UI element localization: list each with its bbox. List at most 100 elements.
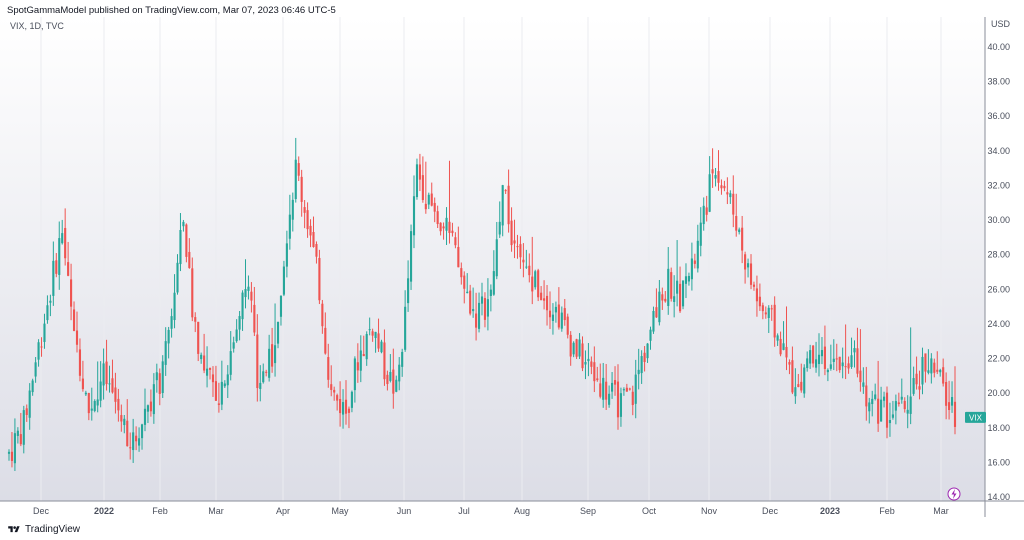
candle (327, 343, 330, 388)
candle-body (841, 362, 844, 367)
candle (282, 260, 285, 297)
candle-body (303, 207, 306, 213)
candle (616, 364, 620, 430)
candle-body (498, 221, 501, 235)
candle (711, 148, 714, 188)
candle-body (554, 306, 557, 313)
candle-body (374, 331, 377, 339)
candle (507, 169, 510, 233)
candle (451, 222, 454, 237)
candle-body (132, 432, 135, 451)
candle-body (741, 227, 744, 251)
candle-body (699, 222, 702, 246)
candle-body (658, 291, 661, 323)
candle (531, 236, 534, 305)
candle (46, 295, 49, 324)
candle-body (652, 310, 655, 332)
candle-body (247, 286, 250, 291)
candle (383, 329, 386, 386)
candle (368, 317, 371, 336)
candle (782, 321, 785, 351)
candle (619, 387, 623, 427)
candle (229, 331, 232, 381)
tradingview-footer[interactable]: TradingView (6, 524, 80, 535)
candle (149, 389, 152, 417)
candle (49, 294, 52, 317)
x-tick-label: 2023 (820, 506, 840, 516)
candle-body (182, 221, 185, 227)
candle-body (40, 346, 43, 348)
candle-body (143, 408, 147, 425)
candle-body (362, 354, 365, 357)
candle-body (111, 378, 114, 393)
candle-body (268, 348, 271, 378)
candle-body (285, 243, 288, 267)
candle-body (643, 352, 646, 363)
candle (785, 306, 788, 371)
candle-body (814, 359, 818, 368)
x-tick-label: Dec (762, 506, 779, 516)
candle-body (368, 329, 371, 331)
lightning-icon[interactable] (947, 487, 961, 501)
x-tick-label: Jul (458, 506, 470, 516)
candle-body (220, 381, 223, 405)
candle (871, 390, 874, 417)
candle (501, 184, 504, 237)
candle (22, 405, 25, 454)
candle (330, 365, 333, 397)
candle (504, 189, 507, 194)
candle-body (13, 433, 16, 464)
candle (664, 291, 667, 303)
candle-body (194, 317, 197, 322)
candle (702, 197, 705, 231)
candle-body (463, 275, 466, 289)
candle (129, 432, 132, 460)
candle-body (407, 278, 410, 304)
last-price-badge: VIX (965, 411, 986, 423)
candle-body (321, 303, 324, 327)
candle (856, 327, 859, 378)
candle-body (383, 342, 386, 380)
candle-body (953, 401, 957, 427)
candle (200, 352, 203, 364)
candle (823, 325, 826, 376)
candle (350, 390, 353, 413)
candle (140, 423, 144, 450)
candle-body (649, 329, 652, 341)
candle (797, 373, 800, 388)
candle-body (19, 434, 22, 445)
candle-body (356, 362, 359, 371)
candle-body (16, 430, 19, 436)
x-tick-label: Dec (33, 506, 50, 516)
candle-body (534, 271, 537, 288)
y-tick-label: 34.00 (987, 146, 1010, 156)
candle-body (687, 275, 691, 282)
candle-body (545, 295, 549, 311)
candle (336, 393, 339, 411)
candle (466, 273, 469, 294)
candle-body (507, 185, 510, 225)
candle-body (244, 289, 247, 298)
candle (64, 208, 67, 266)
candle (755, 275, 758, 317)
candle (690, 242, 693, 291)
candle (551, 303, 555, 335)
candle (102, 348, 105, 400)
candle (398, 357, 401, 391)
candle (513, 219, 516, 259)
candle-body (850, 355, 853, 367)
candle-body (492, 271, 495, 295)
candle-body (631, 391, 634, 406)
candle-body (705, 207, 708, 215)
candle (203, 333, 206, 374)
candle (359, 335, 362, 383)
candle (903, 397, 906, 413)
candle (865, 366, 868, 421)
candle-body (622, 389, 625, 391)
y-axis-unit-label: USD (991, 19, 1011, 29)
candle (262, 363, 265, 384)
candle-body (584, 362, 587, 365)
candle (179, 213, 182, 272)
candle (472, 287, 475, 318)
